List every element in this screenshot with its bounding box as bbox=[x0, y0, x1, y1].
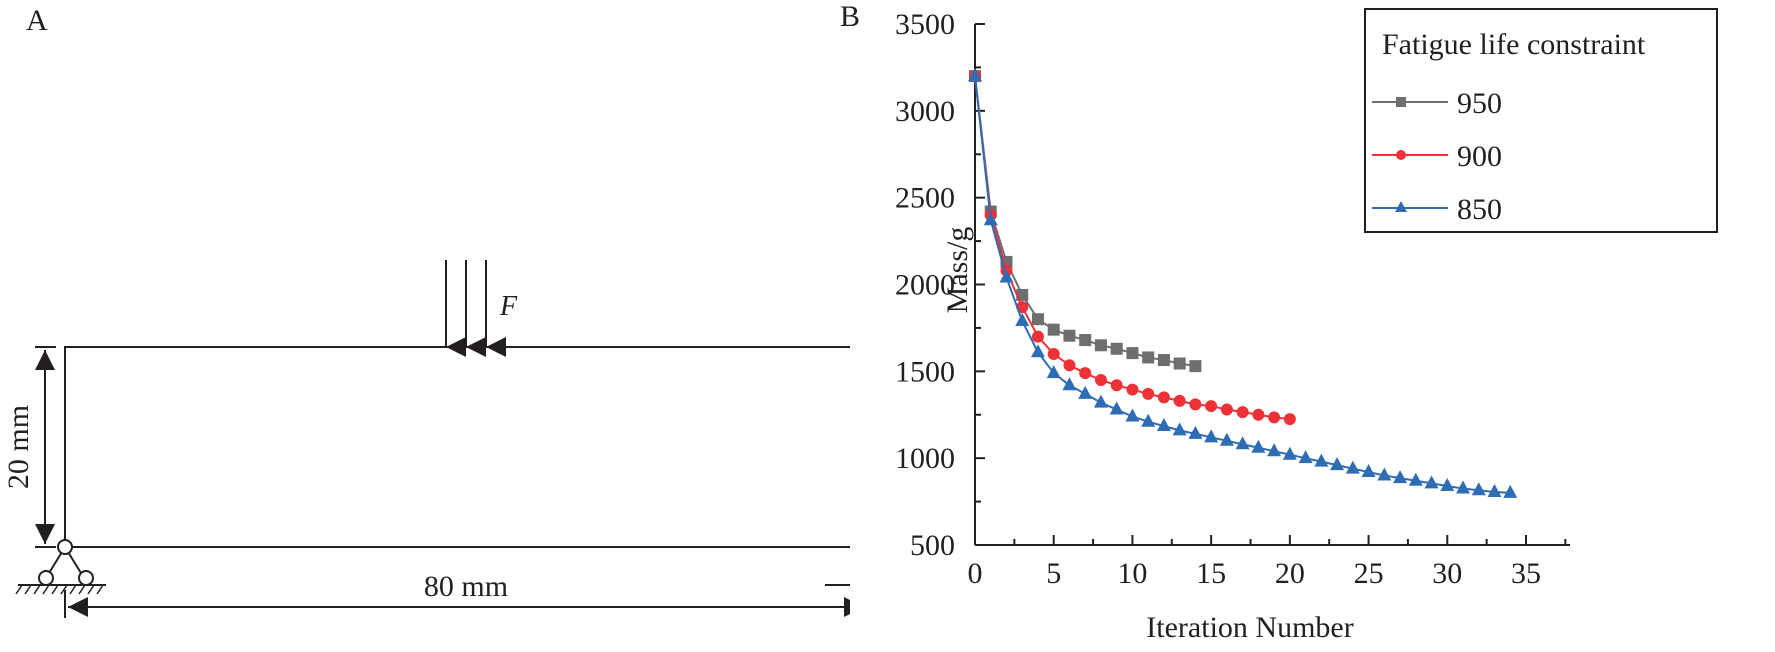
y-tick-label: 2500 bbox=[895, 182, 955, 215]
x-tick-label: 20 bbox=[1275, 557, 1305, 590]
x-axis-label: Iteration Number bbox=[1146, 611, 1353, 644]
force-arrows-icon bbox=[445, 260, 506, 357]
mass-iteration-chart-panel: B 500 1000 1500 2000 2500 3000 3500 0 5 10 15 20 25… bbox=[840, 0, 1775, 647]
x-tick-label: 5 bbox=[1046, 557, 1061, 590]
beam-diagram-panel: A F 20 mm bbox=[0, 0, 910, 647]
y-axis-label: Mass/g bbox=[941, 227, 974, 314]
height-dimension bbox=[35, 346, 56, 548]
x-tick-label: 30 bbox=[1432, 557, 1462, 590]
x-axis: 0 5 10 15 20 25 30 35 bbox=[968, 535, 1570, 590]
series-850 bbox=[968, 68, 1518, 498]
length-dimension-label: 80 mm bbox=[424, 570, 508, 603]
legend-label: 900 bbox=[1457, 140, 1502, 173]
beam-rectangle bbox=[64, 346, 868, 548]
series-900 bbox=[969, 70, 1296, 426]
y-tick-label: 1000 bbox=[895, 442, 955, 475]
height-dimension-label: 20 mm bbox=[2, 405, 35, 489]
x-tick-label: 0 bbox=[968, 557, 983, 590]
y-tick-label: 3500 bbox=[895, 8, 955, 41]
legend-title: Fatigue life constraint bbox=[1382, 28, 1646, 61]
x-tick-label: 35 bbox=[1511, 557, 1541, 590]
legend-label: 850 bbox=[1457, 193, 1502, 226]
pin-support-icon bbox=[15, 539, 106, 595]
y-tick-label: 2000 bbox=[895, 269, 955, 302]
legend-item-950: 950 bbox=[1372, 87, 1502, 120]
legend-item-850: 850 bbox=[1372, 193, 1502, 226]
mass-iteration-chart: 500 1000 1500 2000 2500 3000 3500 0 5 10 15 20 25 30… bbox=[895, 8, 1718, 644]
y-tick-label: 500 bbox=[910, 529, 955, 562]
beam-diagram: F 20 mm bbox=[2, 260, 910, 618]
series-950 bbox=[969, 70, 1202, 373]
x-tick-label: 10 bbox=[1117, 557, 1147, 590]
legend-item-900: 900 bbox=[1372, 140, 1502, 173]
legend: Fatigue life constraint 950 900 850 bbox=[1364, 8, 1718, 233]
panel-a-label: A bbox=[26, 4, 48, 37]
x-tick-label: 25 bbox=[1354, 557, 1384, 590]
length-dimension bbox=[64, 590, 864, 618]
series-lines bbox=[968, 68, 1518, 498]
y-tick-label: 3000 bbox=[895, 95, 955, 128]
legend-label: 950 bbox=[1457, 87, 1502, 120]
y-axis: 500 1000 1500 2000 2500 3000 3500 bbox=[895, 8, 985, 562]
panel-b-label: B bbox=[840, 0, 861, 33]
force-label: F bbox=[499, 291, 518, 322]
x-tick-label: 15 bbox=[1196, 557, 1226, 590]
y-tick-label: 1500 bbox=[895, 355, 955, 388]
